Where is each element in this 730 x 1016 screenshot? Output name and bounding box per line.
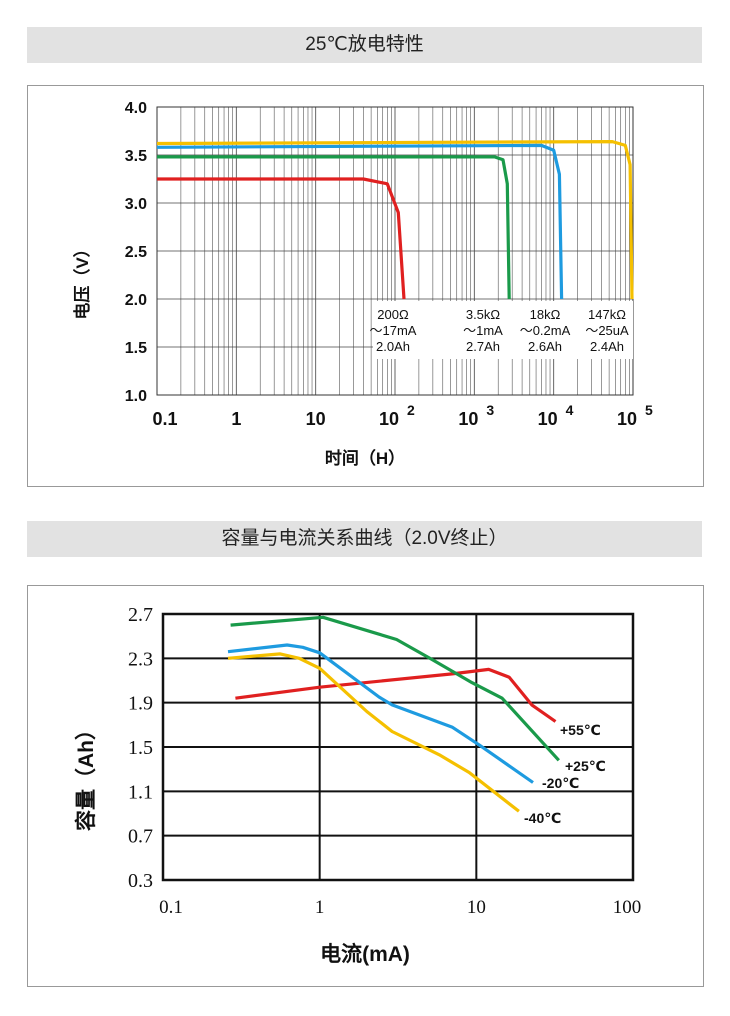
series-label: 2.0Ah: [376, 339, 410, 354]
series-label: 3.5kΩ: [466, 307, 501, 322]
series-label: ～0.2mA: [520, 323, 571, 338]
series-line-0: [157, 177, 406, 300]
y-tick-label: 1.1: [128, 781, 153, 803]
plot-border: [156, 106, 634, 396]
series-label: +25℃: [565, 758, 606, 774]
chart1-frame: [27, 85, 704, 487]
x-tick-exponent: 2: [407, 402, 415, 418]
series-line-2: [156, 143, 564, 300]
y-tick-label: 1.0: [125, 388, 147, 405]
chart1-title: 25℃放电特性: [27, 27, 702, 63]
x-tick-exponent: 5: [645, 402, 653, 418]
x-tick-label: 100: [613, 897, 642, 918]
x-tick-label: 10: [467, 897, 486, 918]
series-line-0: [235, 667, 557, 723]
y-tick-label: 2.0: [125, 292, 147, 309]
y-tick-label: 3.5: [125, 148, 147, 165]
y-tick-label: 1.5: [125, 340, 147, 357]
series-line-1: [157, 155, 511, 300]
series-line-3: [156, 140, 634, 300]
series-line-1: [230, 615, 560, 762]
x-tick-label: 0.1: [152, 409, 177, 429]
series-label: 18kΩ: [530, 307, 561, 322]
series-line-3: [227, 652, 520, 813]
series-label: ～17mA: [370, 323, 417, 338]
x-tick-label: 1: [315, 897, 325, 918]
series-label: 2.6Ah: [528, 339, 562, 354]
y-tick-label: 0.3: [128, 870, 153, 892]
series-label: -40℃: [524, 810, 561, 826]
series-label: ～25uA: [585, 323, 629, 338]
series-label: 2.4Ah: [590, 339, 624, 354]
y-axis-label: 容量（Ah）: [74, 719, 98, 831]
x-tick-label: 10: [306, 409, 326, 429]
x-tick-exponent: 4: [566, 402, 574, 418]
series-label: -20℃: [542, 775, 579, 791]
y-tick-label: 3.0: [125, 196, 147, 213]
y-axis-label: 电压（V）: [72, 240, 92, 319]
series-line-2: [227, 643, 534, 784]
x-tick-exponent: 3: [486, 402, 494, 418]
plot-border: [161, 612, 635, 882]
series-label: 2.7Ah: [466, 339, 500, 354]
series-label: 200Ω: [377, 307, 409, 322]
x-tick-label: 10: [617, 409, 637, 429]
y-tick-label: 2.3: [128, 648, 153, 670]
y-tick-label: 1.5: [128, 737, 153, 759]
x-tick-label: 10: [458, 409, 478, 429]
chart2-title: 容量与电流关系曲线（2.0V终止）: [27, 521, 702, 557]
y-tick-label: 4.0: [125, 100, 147, 117]
chart2-frame: [27, 585, 704, 987]
x-tick-label: 10: [538, 409, 558, 429]
series-label: ～1mA: [463, 323, 503, 338]
y-tick-label: 1.9: [128, 693, 153, 715]
series-label: +55℃: [560, 722, 601, 738]
y-tick-label: 2.7: [128, 604, 153, 626]
x-tick-label: 10: [379, 409, 399, 429]
y-tick-label: 0.7: [128, 826, 153, 848]
y-tick-label: 2.5: [125, 244, 147, 261]
legend-box: [373, 301, 633, 359]
x-axis-label: 电流(mA): [320, 942, 410, 966]
x-axis-label: 时间（H）: [325, 448, 405, 468]
series-label: 147kΩ: [588, 307, 626, 322]
x-tick-label: 1: [231, 409, 241, 429]
x-tick-label: 0.1: [159, 897, 183, 918]
